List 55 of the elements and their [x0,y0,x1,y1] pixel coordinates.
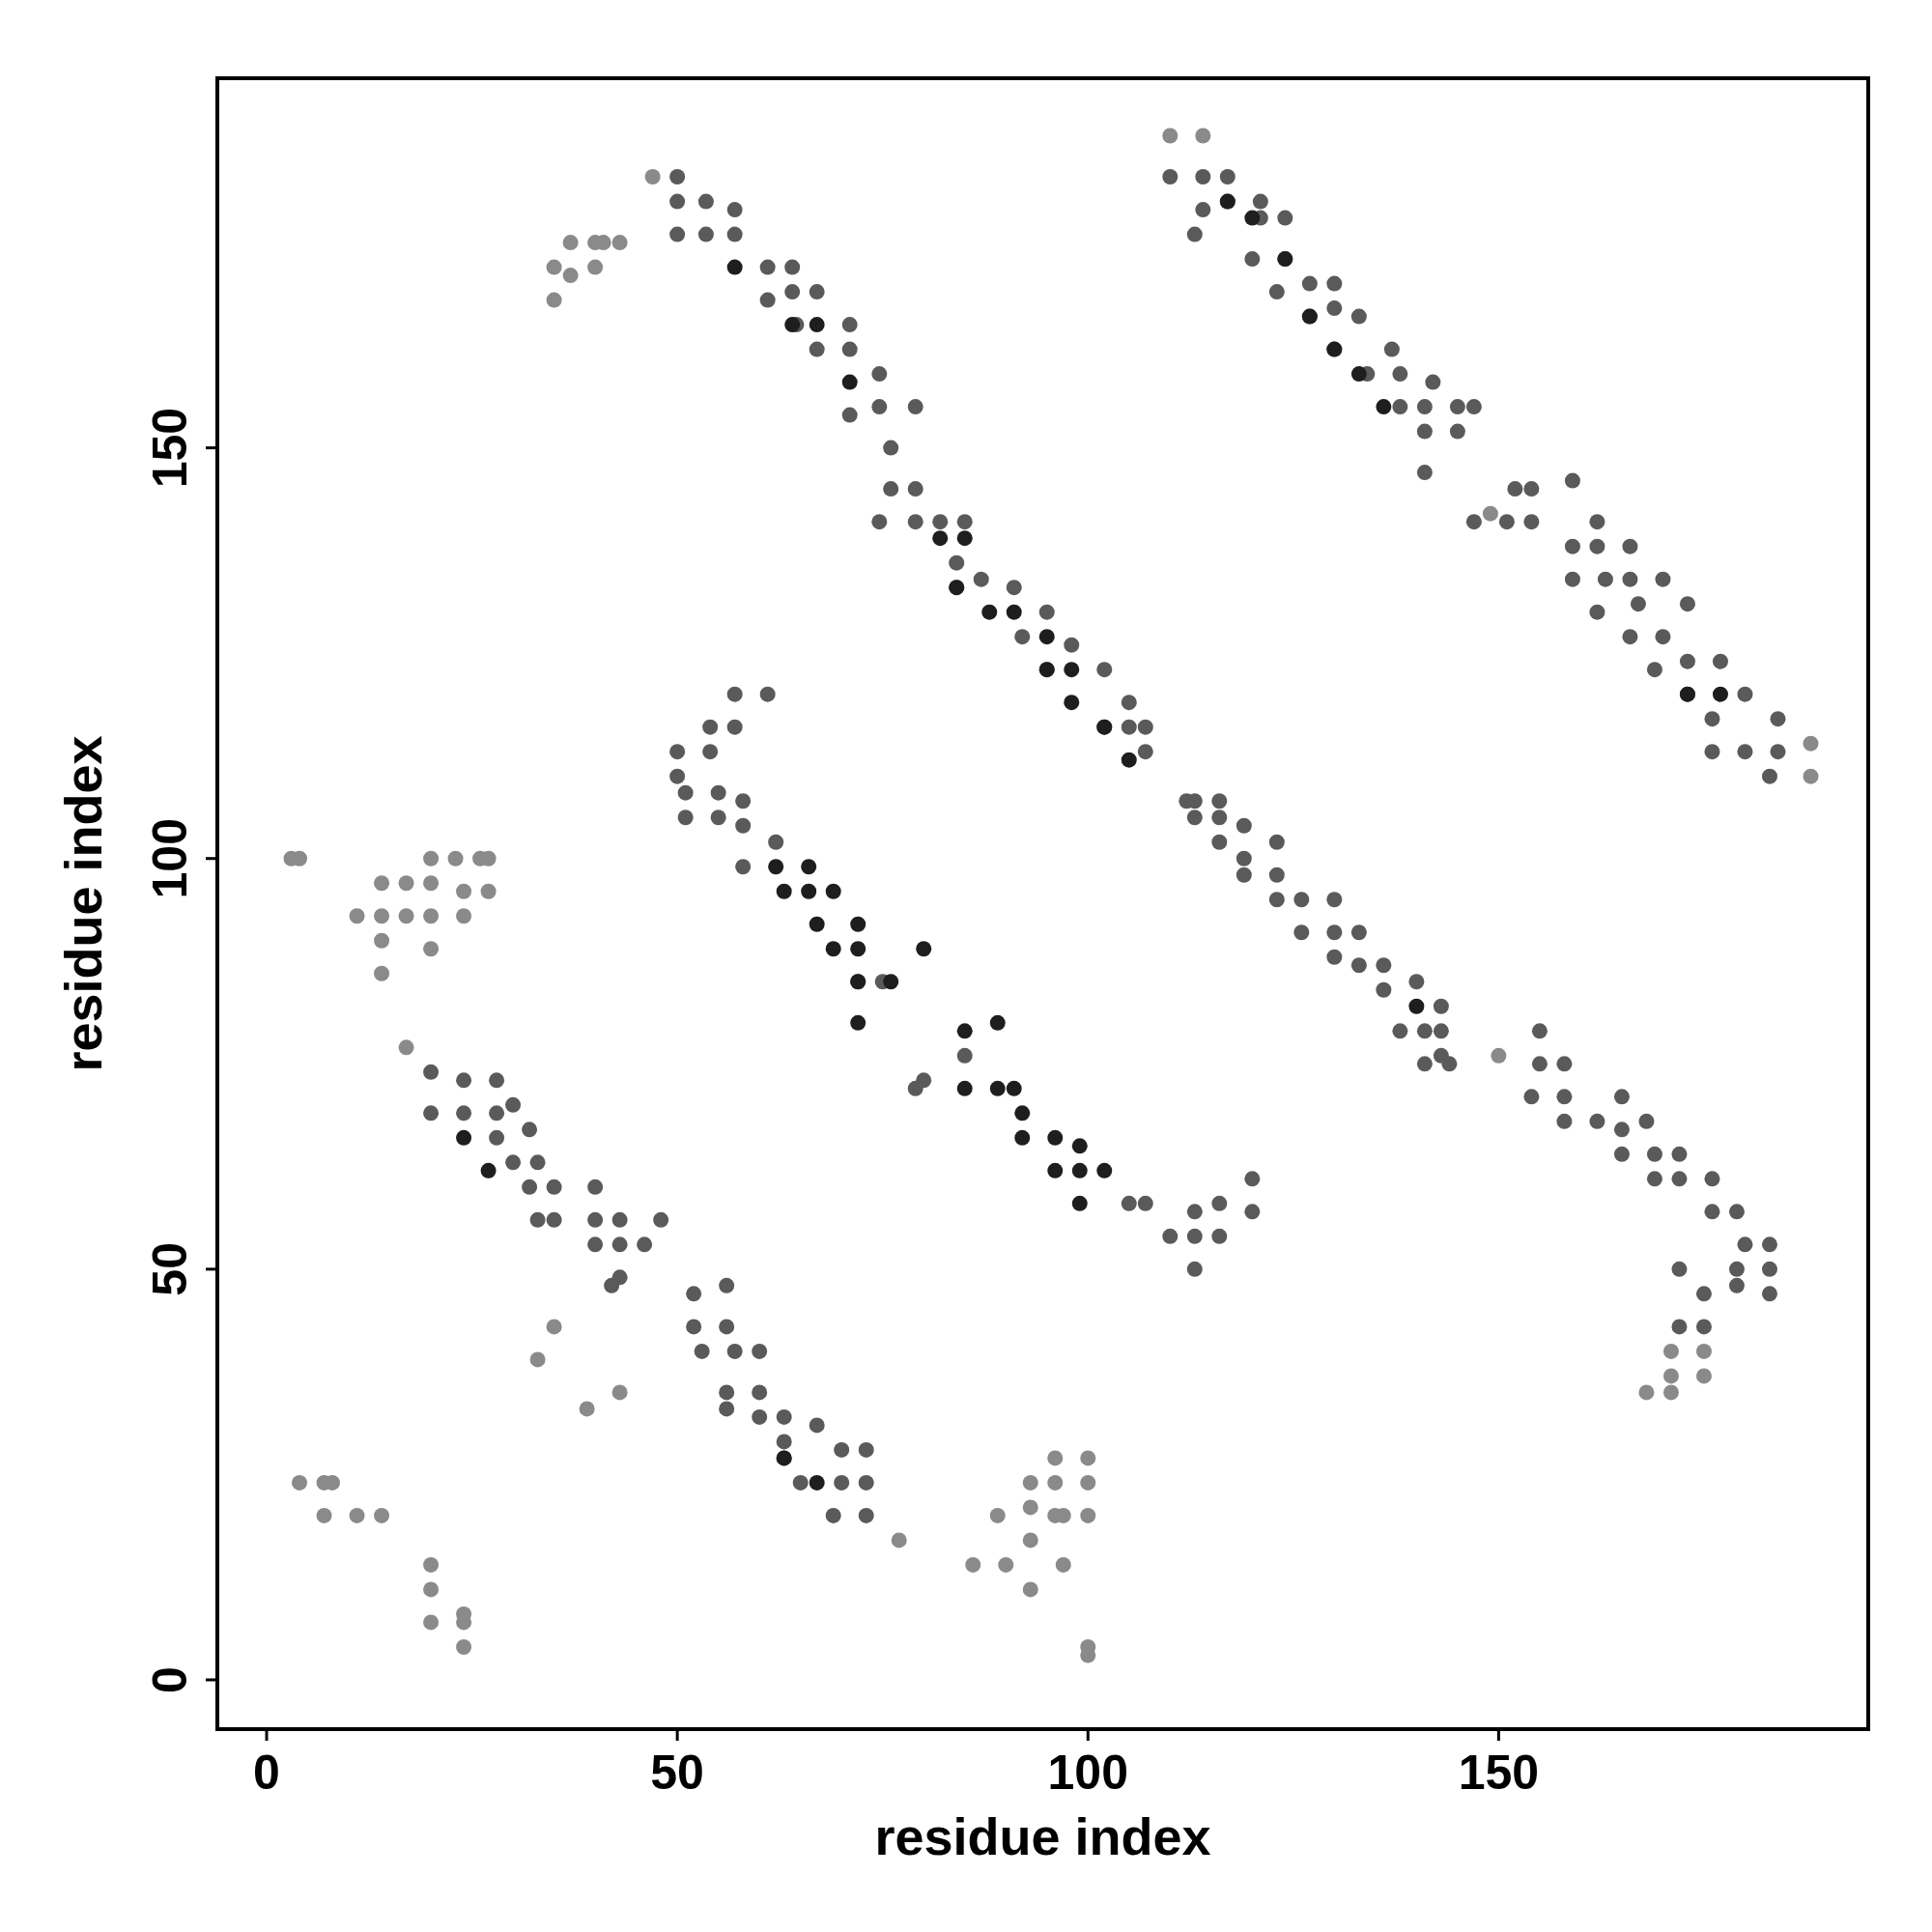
point [1408,998,1425,1014]
point [1244,210,1261,226]
y-tick-label: 50 [143,1242,197,1296]
point [850,941,867,957]
point [726,259,743,275]
point [456,1129,472,1146]
point [1071,1195,1088,1211]
point [883,974,899,990]
point [956,530,973,547]
point [1006,604,1022,620]
point [1014,1129,1031,1146]
point [1350,366,1367,383]
point [1071,1138,1088,1154]
point [981,604,998,620]
point [801,883,817,899]
point [1047,1129,1064,1146]
point [989,1080,1006,1096]
point [1376,399,1392,415]
point [1121,752,1137,768]
point [932,530,949,547]
y-tick-label: 150 [143,407,197,489]
point [480,1162,497,1179]
point [850,916,867,932]
x-tick-label: 100 [1047,1746,1128,1800]
point [809,916,825,932]
point [1712,686,1728,702]
y-tick-label: 100 [143,818,197,899]
point [850,1014,867,1031]
point [956,1023,973,1039]
point [1047,1162,1064,1179]
point [841,374,858,390]
x-tick-label: 50 [650,1746,704,1800]
x-tick-label: 150 [1458,1746,1540,1800]
point [768,859,784,875]
point [916,941,932,957]
point [1096,1162,1113,1179]
point [825,883,841,899]
point [1014,1105,1031,1122]
x-tick-label: 0 [253,1746,280,1800]
point [809,1474,825,1491]
x-axis-title: residue index [874,1807,1211,1865]
point [956,1080,973,1096]
point [809,317,825,333]
point [776,883,792,899]
point [1071,1162,1088,1179]
y-tick-label: 0 [143,1666,197,1693]
point [1038,629,1055,645]
point [1064,662,1080,678]
point [1064,695,1080,711]
point [989,1014,1006,1031]
point [825,941,841,957]
point [801,859,817,875]
point [1006,1080,1022,1096]
point [784,317,801,333]
y-axis-title: residue index [54,735,112,1072]
